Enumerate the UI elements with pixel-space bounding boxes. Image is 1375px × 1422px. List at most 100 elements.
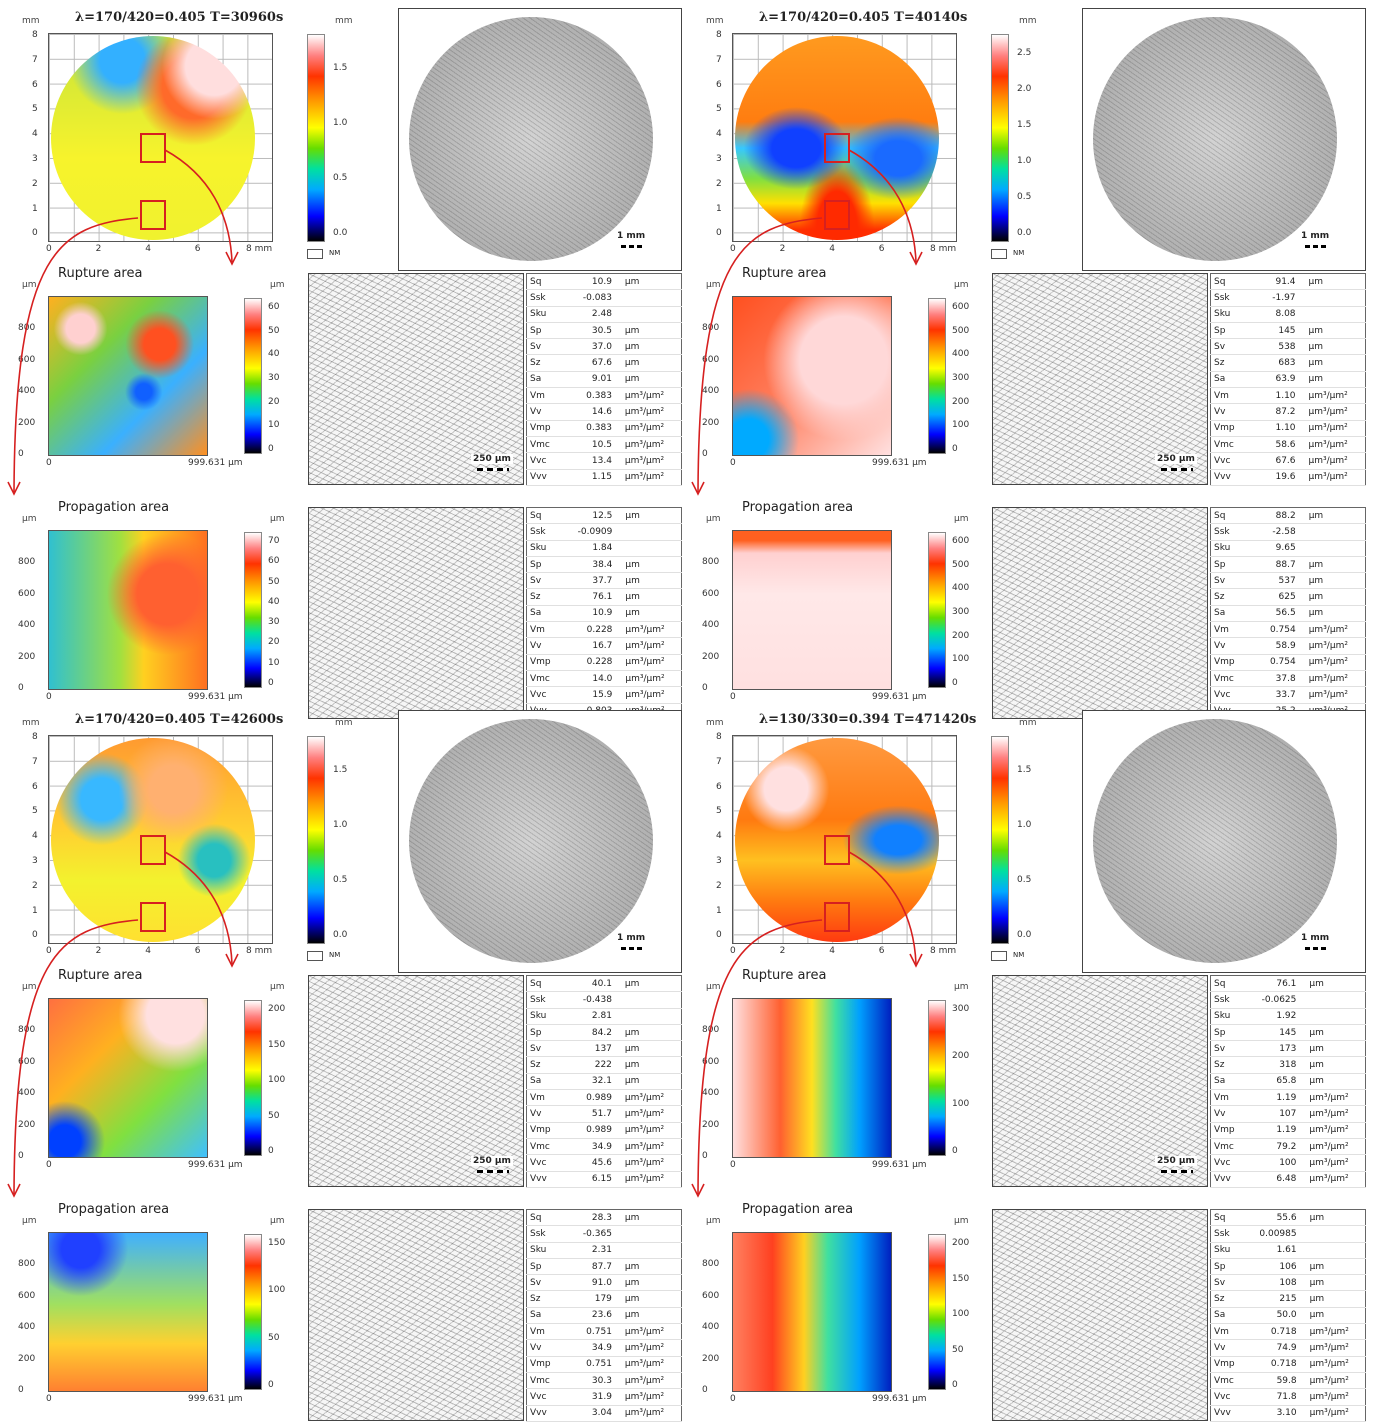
param-unit: µm	[615, 507, 682, 525]
param-name: Sp	[1210, 556, 1253, 574]
param-name: Sz	[526, 354, 569, 372]
rupture-x-end: 999.631 µm	[872, 458, 927, 468]
roughness-row-sq: Sq 55.6 µm	[1210, 1209, 1366, 1227]
texture-scale-label: 250 µm	[1155, 454, 1197, 464]
param-value: 9.01	[568, 371, 615, 389]
roughness-row-sku: Sku 2.31	[526, 1242, 682, 1259]
param-value: 173	[1252, 1040, 1300, 1058]
roughness-row-vvv: Vvv 3.04 µm³/µm²	[526, 1405, 682, 1422]
callout-arrows	[691, 149, 923, 496]
rupture-x-start: 0	[46, 458, 52, 468]
panel-2: λ=170/420=0.405 T=42600s mm 8 7 6 5 4 3 2 1 0 0 2 4 6 8…	[0, 702, 686, 1422]
param-name: Sa	[526, 1073, 569, 1091]
param-unit: µm³/µm²	[614, 1323, 682, 1341]
param-name: Vm	[526, 387, 569, 405]
param-value: 3.10	[1252, 1405, 1300, 1422]
param-name: Sku	[526, 306, 569, 323]
param-value: 1.10	[1252, 387, 1299, 405]
propagation-colorbar-tick: 150	[952, 1273, 970, 1284]
overview-y-tick: 5	[716, 104, 722, 115]
roughness-row-vv: Vv 14.6 µm³/µm²	[526, 403, 682, 421]
callout-arrows	[7, 149, 239, 496]
roughness-row-vm: Vm 0.751 µm³/µm²	[526, 1323, 682, 1341]
roughness-row-sp: Sp 88.7 µm	[1210, 556, 1366, 574]
param-unit: µm³/µm²	[614, 1372, 682, 1390]
param-value: 100	[1252, 1154, 1300, 1172]
rupture-colorbar-tick: 60	[268, 302, 280, 312]
propagation-y-tick: 200	[18, 1353, 36, 1364]
overview-y-tick: 0	[32, 930, 38, 941]
rupture-colorbar-tick: 40	[268, 349, 280, 360]
roughness-row-ssk: Ssk -0.0909	[526, 523, 682, 541]
param-name: Vmp	[1210, 1356, 1253, 1373]
roughness-row-sv: Sv 37.7 µm	[526, 572, 682, 590]
param-value: 0.751	[568, 1356, 615, 1373]
specimen-fracture-disk	[409, 17, 653, 261]
param-value: 19.6	[1252, 469, 1299, 486]
param-value: 179	[568, 1290, 615, 1308]
rupture-x-end: 999.631 µm	[188, 458, 243, 468]
rupture-y-tick: 600	[702, 354, 720, 365]
roughness-row-sku: Sku 9.65	[1210, 540, 1366, 557]
propagation-surface-texture	[308, 507, 524, 719]
param-name: Sa	[1210, 605, 1253, 623]
param-unit	[614, 1242, 682, 1259]
propagation-colorbar	[244, 1234, 262, 1390]
param-name: Vmp	[526, 654, 569, 671]
param-value: 88.2	[1252, 507, 1299, 525]
param-value: 683	[1252, 354, 1299, 372]
overview-y-tick: 4	[32, 129, 38, 140]
propagation-area-title: Propagation area	[58, 1202, 170, 1217]
propagation-colorbar-tick: 40	[268, 596, 280, 607]
roughness-row-vmc: Vmc 14.0 µm³/µm²	[526, 670, 682, 688]
roughness-row-sku: Sku 2.81	[526, 1008, 682, 1025]
param-value: 1.10	[1252, 420, 1299, 437]
photo-scale-label: 1 mm	[617, 231, 646, 241]
param-name: Vv	[526, 403, 569, 421]
overview-colorbar-unit: mm	[1019, 718, 1037, 728]
overview-x-tick: 2	[779, 946, 786, 956]
propagation-colorbar-tick: 300	[952, 607, 970, 617]
roughness-row-vvc: Vvc 13.4 µm³/µm²	[526, 452, 682, 470]
param-value: 0.989	[568, 1122, 615, 1139]
overview-colorbar	[307, 34, 325, 242]
propagation-colorbar-unit: µm	[954, 514, 969, 524]
overview-colorbar-tick: 0.5	[1017, 192, 1032, 202]
arrow-to-propagation-detail	[13, 217, 139, 493]
overview-x-tick: 0	[46, 946, 52, 956]
propagation-colorbar-tick: 400	[952, 583, 970, 594]
rupture-area-marker	[824, 200, 850, 230]
param-unit	[1298, 289, 1366, 307]
param-name: Vmp	[526, 1122, 569, 1139]
param-name: Vm	[1210, 1089, 1253, 1107]
roughness-row-sa: Sa 50.0 µm	[1210, 1307, 1366, 1325]
roughness-row-vm: Vm 0.228 µm³/µm²	[526, 621, 682, 639]
param-name: Vvc	[1210, 686, 1253, 704]
overview-x-unit: 8 mm	[930, 946, 957, 956]
overview-map-frame	[48, 735, 273, 944]
overview-colorbar-tick: 1.5	[333, 765, 348, 775]
param-unit: µm	[1298, 556, 1366, 574]
param-name: Sa	[526, 605, 569, 623]
param-unit: µm	[1298, 572, 1366, 590]
overview-y-tick: 7	[716, 54, 722, 65]
roughness-row-sp: Sp 84.2 µm	[526, 1024, 682, 1042]
param-unit: µm³/µm²	[615, 637, 682, 655]
overview-colorbar-unit: mm	[335, 718, 353, 728]
param-name: Vm	[526, 1089, 569, 1107]
param-value: 87.2	[1252, 403, 1299, 421]
param-name: Vm	[1210, 1323, 1253, 1341]
photo-scale-bar	[621, 245, 643, 248]
roughness-row-sz: Sz 76.1 µm	[526, 588, 682, 606]
param-unit: µm³/µm²	[1298, 452, 1366, 470]
param-value: 215	[1252, 1290, 1300, 1308]
rupture-colorbar-tick: 400	[952, 349, 970, 360]
param-value: 9.65	[1252, 540, 1299, 557]
overview-x-tick: 4	[829, 946, 835, 956]
specimen-fracture-disk	[1093, 17, 1337, 261]
roughness-row-sa: Sa 10.9 µm	[526, 605, 682, 623]
arrowhead-propagation	[7, 1183, 21, 1198]
param-unit: µm³/µm²	[614, 1171, 682, 1188]
roughness-row-vmc: Vmc 34.9 µm³/µm²	[526, 1138, 682, 1156]
arrowhead-propagation	[691, 1183, 705, 1198]
